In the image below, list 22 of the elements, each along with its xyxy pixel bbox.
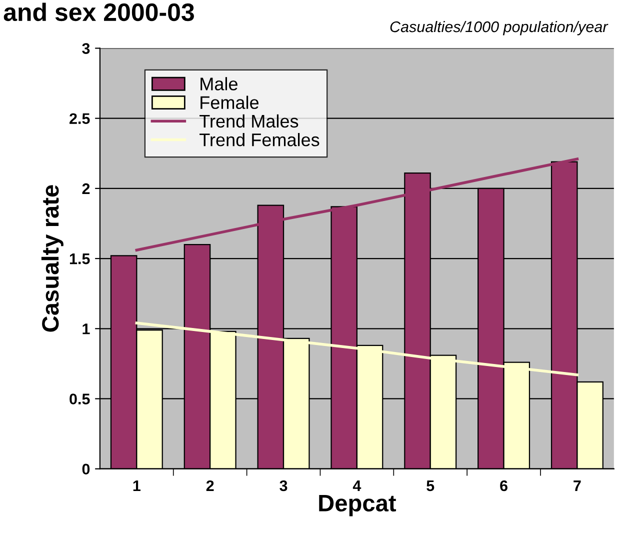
y-tick-label: 2.5 bbox=[70, 113, 90, 124]
y-tick-label: 1.5 bbox=[70, 254, 90, 264]
chart-title: and sex 2000-03 bbox=[4, 2, 194, 22]
chart-subtitle: Casualties/1000 population/year bbox=[390, 20, 608, 36]
x-tick-label: 5 bbox=[426, 480, 434, 492]
x-tick-label: 3 bbox=[280, 480, 288, 492]
y-axis-title: Casualty rate bbox=[41, 185, 64, 332]
x-tick-label: 4 bbox=[352, 480, 362, 492]
x-tick-label: 2 bbox=[206, 480, 214, 492]
x-axis-title: Depcat bbox=[319, 495, 396, 516]
legend-label: Male bbox=[200, 77, 238, 90]
x-tick-label: 1 bbox=[133, 480, 140, 492]
x-tick-label: 6 bbox=[500, 480, 508, 492]
y-tick-label: 0 bbox=[82, 464, 90, 475]
y-tick-label: 1 bbox=[82, 324, 90, 334]
y-tick-label: 0.5 bbox=[70, 394, 90, 404]
legend-label: Female bbox=[200, 96, 259, 110]
y-tick-label: 2 bbox=[82, 183, 90, 194]
x-tick-label: 7 bbox=[574, 480, 581, 492]
y-tick-label: 3 bbox=[82, 43, 90, 54]
legend-label: Trend Females bbox=[200, 133, 320, 146]
legend-label: Trend Males bbox=[200, 114, 298, 128]
